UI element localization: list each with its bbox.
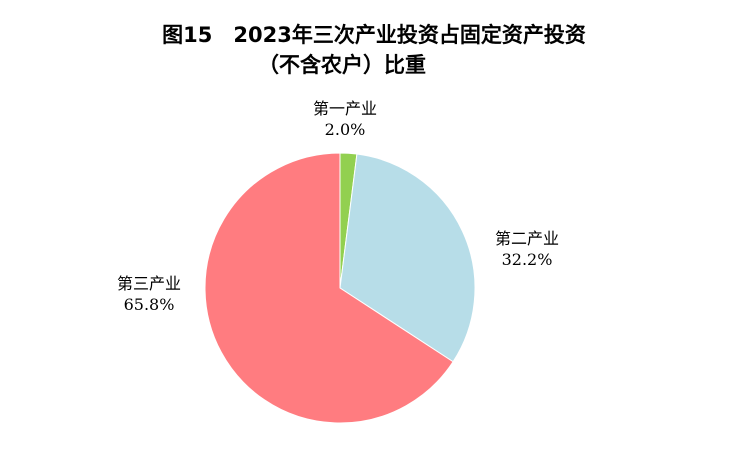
slice-name: 第三产业 [116, 274, 181, 293]
slice-tertiary [204, 152, 454, 424]
slice-value: 32.2% [501, 250, 553, 269]
chart-subtitle: （不含农户）比重 [258, 53, 426, 77]
slice-value: 65.8% [123, 295, 175, 314]
slice-label-secondary: 第二产业 32.2% [482, 228, 572, 270]
slice-name: 第二产业 [494, 229, 559, 248]
slice-value: 2.0% [324, 120, 366, 139]
slice-label-tertiary: 第三产业 65.8% [104, 273, 194, 315]
slice-label-primary: 第一产业 2.0% [300, 98, 390, 140]
slice-name: 第一产业 [312, 99, 377, 118]
chart-title: 图15 2023年三次产业投资占固定资产投资 [162, 23, 586, 47]
